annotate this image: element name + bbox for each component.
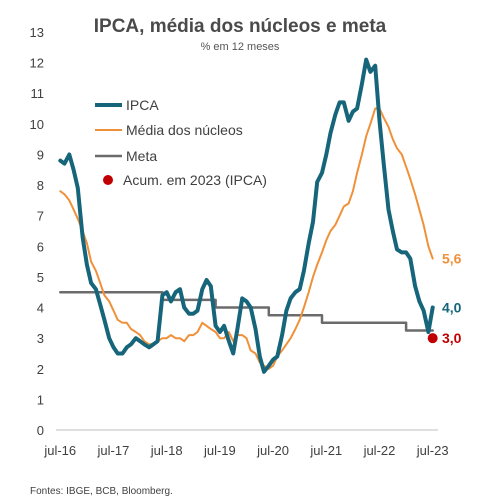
series-line-ipca (58, 57, 435, 374)
x-tick-label: jul-23 (416, 443, 449, 458)
y-tick-label: 3 (37, 331, 44, 346)
x-tick-label: jul-17 (97, 443, 130, 458)
x-tick-label: jul-22 (363, 443, 396, 458)
y-tick-label: 8 (37, 178, 44, 193)
y-tick-label: 12 (30, 56, 44, 71)
y-tick-label: 7 (37, 209, 44, 224)
y-tick-label: 1 (37, 392, 44, 407)
y-tick-label: 11 (31, 86, 45, 101)
x-tick-label: jul-20 (256, 443, 289, 458)
chart-title: IPCA, média dos núcleos e meta (94, 16, 387, 37)
y-tick-label: 13 (30, 25, 44, 40)
x-tick-label: jul-19 (203, 443, 236, 458)
x-tick-label: jul-21 (309, 443, 342, 458)
series-line-media-nucleos (59, 107, 434, 370)
y-tick-label: 4 (37, 301, 44, 316)
y-tick-label: 6 (37, 239, 44, 254)
y-tick-label: 10 (30, 117, 44, 132)
y-tick-label: 5 (37, 270, 44, 285)
y-tick-label: 2 (37, 362, 44, 377)
series-layer (58, 57, 438, 374)
legend-marker-acum-2023 (103, 175, 113, 185)
x-axis-ticks: jul-16 jul-17 jul-18 jul-19 jul-20 jul-21 jul-… (43, 443, 448, 458)
legend: IPCA Média dos núcleos Meta Acum. em 202… (95, 97, 267, 188)
y-tick-label: 9 (37, 147, 44, 162)
chart-subtitle: % em 12 meses (201, 41, 280, 53)
legend-label-media-nucleos: Média dos núcleos (126, 122, 243, 138)
legend-label-ipca: IPCA (126, 97, 159, 113)
x-tick-label: jul-16 (43, 443, 76, 458)
legend-label-meta: Meta (126, 148, 157, 164)
marker-acum-2023 (427, 333, 438, 344)
end-label: 5,6 (442, 251, 462, 267)
series-line-meta (59, 290, 434, 332)
end-label: 4,0 (442, 300, 462, 316)
source-note: Fontes: IBGE, BCB, Bloomberg. (30, 486, 173, 497)
legend-label-acum-2023: Acum. em 2023 (IPCA) (123, 172, 267, 188)
x-tick-label: jul-18 (150, 443, 183, 458)
end-labels: 5,6 4,0 3,0 (442, 251, 462, 347)
y-tick-label: 0 (37, 423, 44, 438)
end-label: 3,0 (442, 330, 462, 346)
